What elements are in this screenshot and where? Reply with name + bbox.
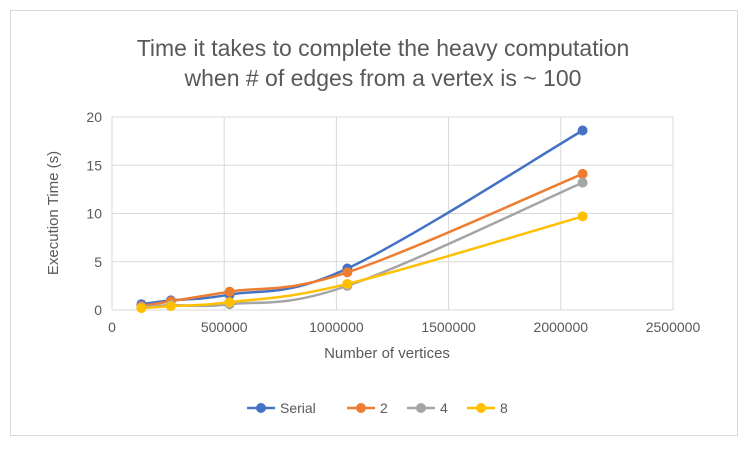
series-point-0: [577, 125, 588, 136]
x-tick-label: 2500000: [646, 319, 701, 335]
chart-frame: [10, 10, 738, 436]
x-tick-label: 2000000: [534, 319, 589, 335]
x-tick-label: 1000000: [309, 319, 364, 335]
chart-title-line-1: Time it takes to complete the heavy comp…: [137, 35, 630, 61]
series-point-3: [224, 297, 235, 308]
chart-title-line-2: when # of edges from a vertex is ~ 100: [184, 65, 582, 91]
gridlines: [111, 116, 674, 311]
series-point-3: [165, 301, 176, 312]
y-tick-label: 10: [86, 206, 102, 222]
y-axis-label: Execution Time (s): [45, 151, 62, 275]
legend-label-1: 2: [380, 400, 388, 416]
series-layer: [136, 125, 588, 314]
legend-marker-2: [416, 403, 426, 413]
y-tick-label: 20: [86, 109, 102, 125]
series-point-1: [224, 286, 235, 297]
y-tick-label: 15: [86, 157, 102, 173]
legend-marker-3: [476, 403, 486, 413]
y-tick-label: 0: [94, 302, 102, 318]
series-point-1: [577, 168, 588, 179]
series-line-2: [140, 181, 584, 309]
x-tick-label: 1500000: [421, 319, 476, 335]
series-line-1: [140, 172, 584, 308]
legend-marker-1: [356, 403, 366, 413]
legend-label-0: Serial: [280, 400, 316, 416]
series-point-3: [136, 303, 147, 314]
x-tick-label: 0: [108, 319, 116, 335]
series-point-2: [577, 177, 588, 188]
legend-label-3: 8: [500, 400, 508, 416]
series-point-1: [342, 267, 353, 278]
series-point-3: [342, 278, 353, 289]
y-tick-label: 5: [94, 254, 102, 270]
legend: Serial 2 4 8: [247, 400, 508, 416]
x-axis-label: Number of vertices: [324, 345, 450, 362]
legend-label-2: 4: [440, 400, 448, 416]
series-line-0: [140, 129, 584, 306]
x-tick-label: 500000: [201, 319, 248, 335]
tick-labels: 0 5 10 15 20 0 500000 1000000 1500000 2000000 2500…: [86, 109, 700, 335]
legend-marker-0: [256, 403, 266, 413]
series-point-3: [577, 211, 588, 222]
